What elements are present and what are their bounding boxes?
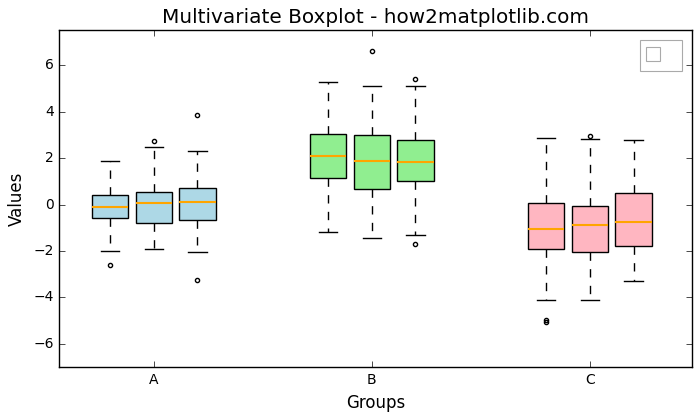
Legend: : [640, 40, 682, 71]
X-axis label: Groups: Groups: [346, 394, 405, 412]
PathPatch shape: [572, 206, 608, 252]
PathPatch shape: [179, 188, 216, 220]
PathPatch shape: [92, 195, 128, 218]
PathPatch shape: [354, 135, 390, 189]
PathPatch shape: [310, 134, 346, 178]
PathPatch shape: [615, 193, 652, 246]
PathPatch shape: [136, 192, 172, 223]
PathPatch shape: [398, 140, 433, 181]
Title: Multivariate Boxplot - how2matplotlib.com: Multivariate Boxplot - how2matplotlib.co…: [162, 8, 589, 27]
PathPatch shape: [528, 202, 564, 249]
Y-axis label: Values: Values: [8, 171, 27, 226]
